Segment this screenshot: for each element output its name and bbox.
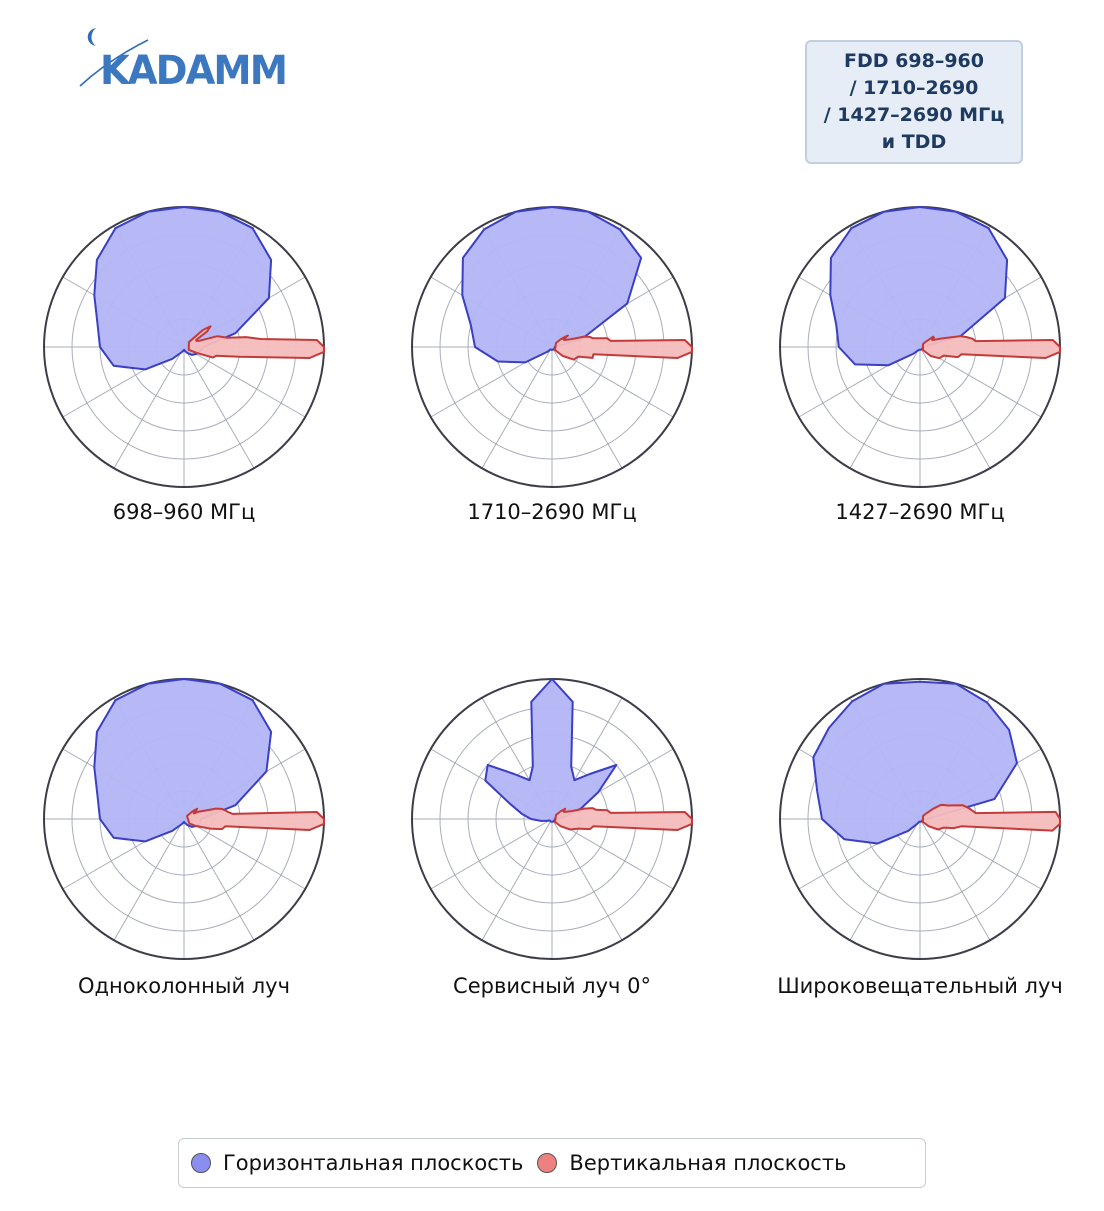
chart-title: Широковещательный луч xyxy=(777,974,1063,998)
info-line: / 1710–2690 xyxy=(849,77,979,99)
grid-spoke xyxy=(183,818,306,890)
grid-spoke xyxy=(113,346,185,469)
horizontal-pattern xyxy=(461,206,643,364)
vertical-pattern xyxy=(187,325,325,359)
chart-title: 1427–2690 МГц xyxy=(835,500,1004,524)
grid-spoke xyxy=(919,818,1042,890)
grid-spoke xyxy=(919,818,991,941)
vertical-pattern xyxy=(186,807,325,831)
grid-spoke xyxy=(183,346,306,418)
horizontal-pattern xyxy=(93,678,273,843)
grid-spoke xyxy=(481,818,553,941)
polar-chart: Одноколонный луч xyxy=(43,678,325,998)
grid-spoke xyxy=(430,818,553,890)
vertical-pattern xyxy=(554,334,693,361)
logo-text: KADAMM xyxy=(100,48,286,94)
horizontal-pattern xyxy=(812,680,1018,845)
chart-title: Одноколонный луч xyxy=(78,974,290,998)
grid-spoke xyxy=(849,818,921,941)
grid-spoke xyxy=(183,346,255,469)
grid-spoke xyxy=(919,346,991,469)
horizontal-pattern xyxy=(829,206,1009,367)
chart-title: Сервисный луч 0° xyxy=(453,974,651,998)
grid-spoke xyxy=(183,818,255,941)
grid-spoke xyxy=(551,818,623,941)
vertical-pattern xyxy=(554,807,693,831)
info-line: и TDD xyxy=(881,131,947,153)
chart-title: 698–960 МГц xyxy=(113,500,256,524)
polar-chart: Широковещательный луч xyxy=(777,678,1063,998)
polar-chart: 698–960 МГц xyxy=(43,206,325,524)
polar-chart: 1427–2690 МГц xyxy=(779,206,1061,524)
polar-chart: Сервисный луч 0° xyxy=(411,678,693,998)
grid-spoke xyxy=(551,818,674,890)
horizontal-pattern xyxy=(93,206,273,371)
band-info-box: FDD 698–960 / 1710–2690 / 1427–2690 МГц … xyxy=(805,40,1023,164)
vertical-pattern xyxy=(922,803,1061,832)
legend-marker-vertical xyxy=(537,1153,558,1173)
chart-legend: Горизонтальная плоскость Вертикальная пл… xyxy=(178,1138,926,1188)
grid-spoke xyxy=(551,346,623,469)
polar-chart: 1710–2690 МГц xyxy=(411,206,693,524)
info-line: / 1427–2690 МГц xyxy=(823,104,1005,126)
legend-label-horizontal: Горизонтальная плоскость xyxy=(223,1151,524,1175)
kadamm-logo: KADAMM xyxy=(76,24,296,94)
logo-graphic: KADAMM xyxy=(79,28,288,94)
horizontal-pattern xyxy=(484,678,618,823)
info-line: FDD 698–960 xyxy=(844,50,984,72)
legend-item-vertical: Вертикальная плоскость xyxy=(537,1151,846,1175)
legend-label-vertical: Вертикальная плоскость xyxy=(569,1151,847,1175)
legend-marker-horizontal xyxy=(191,1153,211,1173)
legend-item-horizontal: Горизонтальная плоскость xyxy=(191,1151,523,1175)
vertical-pattern xyxy=(922,335,1061,360)
grid-spoke xyxy=(113,818,185,941)
grid-spoke xyxy=(481,346,553,469)
chart-title: 1710–2690 МГц xyxy=(467,500,636,524)
grid-spoke xyxy=(849,346,921,469)
